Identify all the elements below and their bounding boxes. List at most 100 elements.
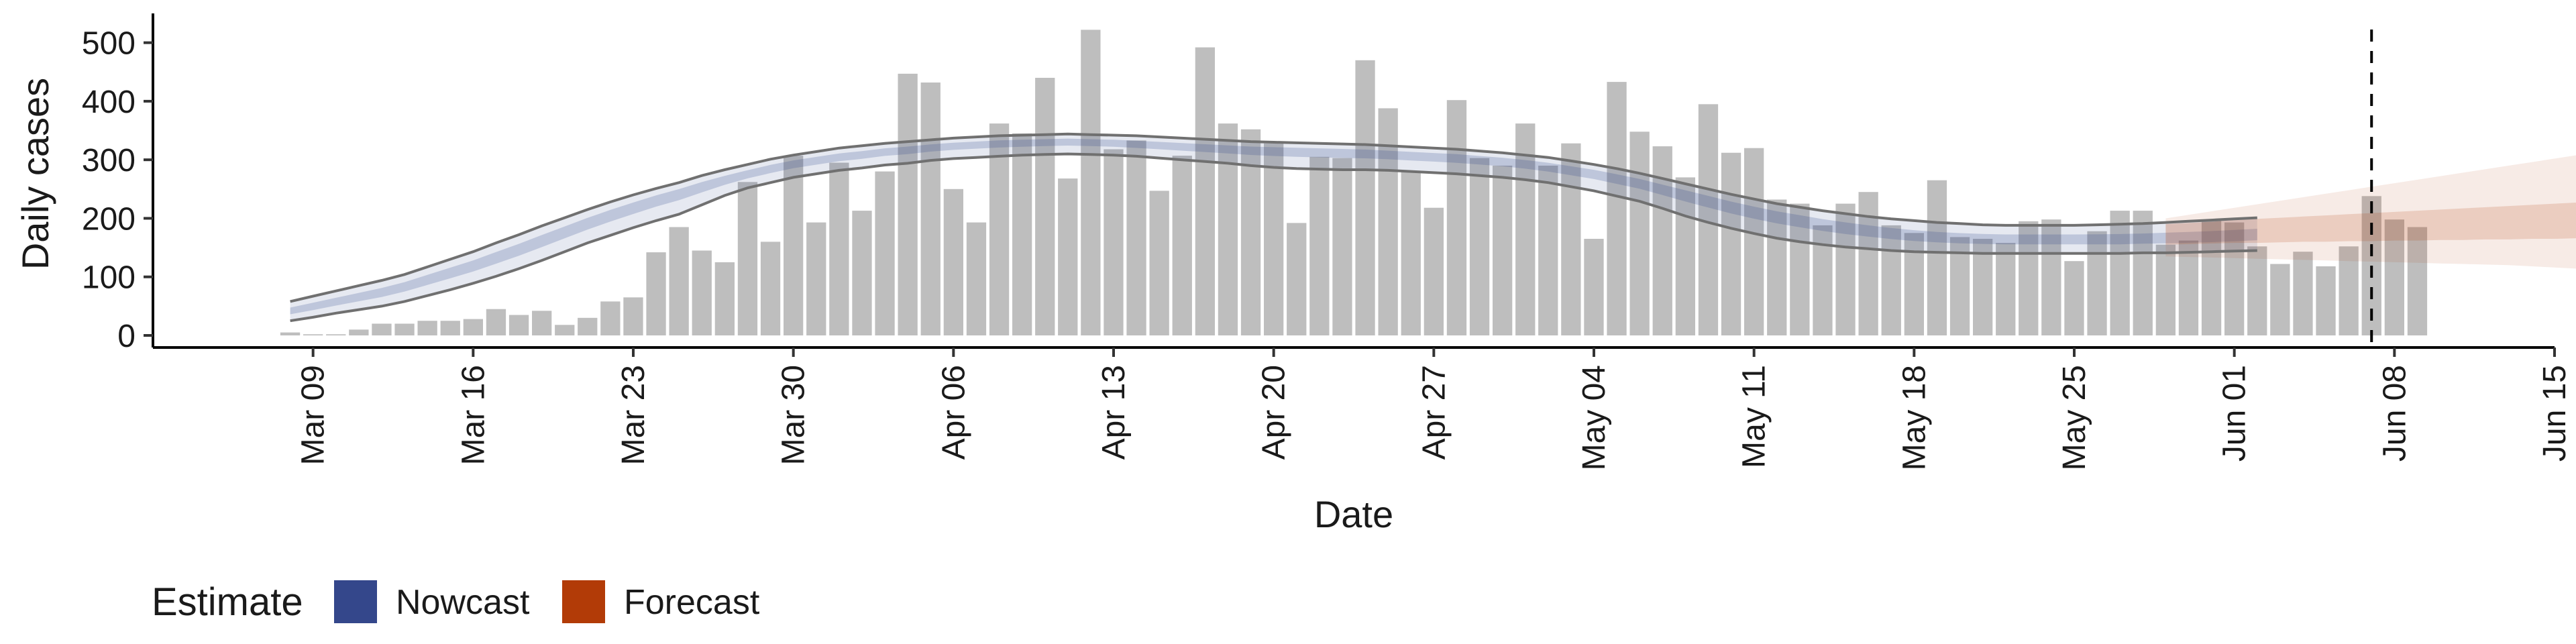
bar bbox=[714, 262, 735, 335]
bar bbox=[1607, 82, 1627, 335]
bar bbox=[1973, 239, 1993, 335]
bar bbox=[2019, 221, 2039, 335]
y-tick-label: 0 bbox=[117, 319, 136, 354]
bar bbox=[1378, 108, 1398, 335]
bar bbox=[303, 334, 323, 335]
nowcast-band-inner bbox=[290, 138, 2257, 315]
legend-title: Estimate bbox=[152, 580, 303, 624]
bar bbox=[1835, 203, 1856, 335]
x-tick-label: May 04 bbox=[1576, 365, 1612, 470]
bar bbox=[2087, 231, 2107, 335]
bars-layer bbox=[280, 30, 2428, 336]
bar bbox=[1424, 207, 1444, 335]
bar bbox=[737, 182, 758, 335]
y-axis-title: Daily cases bbox=[14, 78, 56, 270]
y-tick-label: 500 bbox=[82, 26, 136, 62]
bar bbox=[669, 227, 689, 335]
y-tick-label: 400 bbox=[82, 85, 136, 120]
x-tick-label: Mar 16 bbox=[455, 365, 491, 465]
bar bbox=[1515, 123, 1536, 335]
bar bbox=[1218, 123, 1238, 335]
bar bbox=[1401, 171, 1421, 335]
bar bbox=[1493, 165, 1513, 335]
bar bbox=[692, 250, 712, 335]
x-tick-label: Apr 13 bbox=[1096, 365, 1132, 460]
bar bbox=[1149, 191, 1169, 335]
bar bbox=[989, 123, 1010, 335]
bar bbox=[463, 319, 483, 335]
y-tick-label: 200 bbox=[82, 201, 136, 237]
x-tick-label: May 25 bbox=[2057, 365, 2092, 470]
bar bbox=[1058, 178, 1078, 335]
bar bbox=[2270, 264, 2290, 335]
bar bbox=[829, 162, 849, 335]
bar bbox=[1652, 146, 1672, 335]
bar bbox=[1287, 223, 1307, 335]
bar bbox=[486, 309, 506, 335]
legend-label: Forecast bbox=[624, 583, 760, 622]
x-tick-label: May 18 bbox=[1896, 365, 1932, 470]
bar bbox=[1104, 149, 1124, 335]
bar bbox=[417, 321, 437, 335]
bar bbox=[1126, 140, 1146, 335]
bar bbox=[1744, 148, 1764, 335]
x-tick-label: Apr 06 bbox=[936, 365, 971, 460]
bar bbox=[1355, 60, 1375, 336]
bar bbox=[600, 301, 621, 335]
nowcast-band-90 bbox=[290, 133, 2257, 321]
bar bbox=[2224, 222, 2245, 335]
bar bbox=[1561, 143, 1581, 335]
bar bbox=[966, 222, 987, 335]
bar bbox=[1469, 158, 1490, 335]
legend-swatch bbox=[562, 580, 605, 623]
bar bbox=[875, 171, 895, 335]
x-tick-label: Mar 30 bbox=[776, 365, 812, 465]
bar bbox=[532, 311, 552, 335]
bar bbox=[2247, 246, 2267, 335]
x-tick-label: Apr 20 bbox=[1256, 365, 1292, 460]
bar bbox=[1035, 78, 1055, 335]
bar bbox=[1309, 156, 1330, 336]
bar bbox=[1629, 131, 1650, 336]
bar bbox=[2339, 246, 2359, 335]
bar bbox=[2041, 219, 2061, 335]
bar bbox=[1675, 177, 1695, 335]
bar bbox=[1332, 158, 1352, 335]
bar bbox=[1790, 203, 1810, 335]
bar bbox=[349, 329, 369, 335]
bar bbox=[2407, 227, 2428, 335]
bar bbox=[2293, 252, 2313, 335]
bar bbox=[943, 189, 963, 335]
x-tick-label: May 11 bbox=[1737, 365, 1772, 468]
bar bbox=[1081, 30, 1101, 336]
bar bbox=[1927, 180, 1947, 335]
x-tick-label: Mar 09 bbox=[296, 365, 331, 465]
bar bbox=[1767, 199, 1787, 335]
bar bbox=[806, 222, 826, 335]
bar bbox=[1538, 165, 1558, 335]
axes-layer: 0 100 200 300 400 500 Mar 09 Mar 16 Mar 23 Mar 30… bbox=[14, 13, 2573, 535]
bar bbox=[1858, 192, 1878, 335]
bar bbox=[578, 317, 598, 335]
x-tick-label: Jun 08 bbox=[2377, 365, 2412, 462]
y-tick-label: 300 bbox=[82, 143, 136, 178]
bar bbox=[1721, 152, 1741, 335]
bar bbox=[1195, 47, 1215, 335]
bar bbox=[508, 315, 529, 335]
lines-layer bbox=[290, 30, 2373, 347]
legend-label: Nowcast bbox=[396, 583, 530, 622]
bar bbox=[2316, 266, 2336, 335]
bar bbox=[440, 321, 460, 335]
nowcast-lower-line bbox=[290, 152, 2257, 323]
x-tick-label: Jun 01 bbox=[2217, 365, 2253, 462]
bar bbox=[852, 211, 872, 335]
bar bbox=[2201, 219, 2222, 335]
bar bbox=[372, 323, 392, 335]
bar bbox=[1996, 243, 2016, 335]
bar bbox=[1012, 133, 1032, 335]
bar bbox=[646, 252, 666, 335]
bar bbox=[2110, 211, 2130, 335]
bar bbox=[1446, 100, 1467, 335]
bar bbox=[280, 332, 301, 335]
